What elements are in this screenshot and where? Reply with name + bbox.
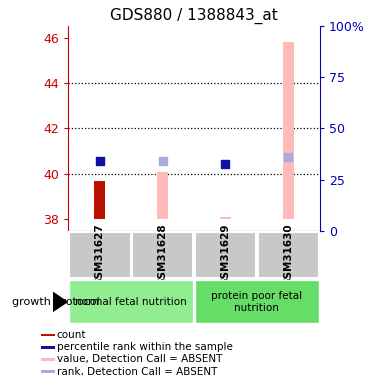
Point: [97, 158, 103, 164]
Text: count: count: [57, 330, 86, 340]
Text: growth protocol: growth protocol: [12, 297, 99, 307]
Text: protein poor fetal
nutrition: protein poor fetal nutrition: [211, 291, 303, 313]
Text: GSM31630: GSM31630: [284, 224, 293, 286]
Bar: [41, 346, 55, 348]
Text: percentile rank within the sample: percentile rank within the sample: [57, 342, 232, 352]
Point: [285, 154, 291, 160]
Bar: [69, 232, 131, 278]
Bar: [195, 280, 319, 324]
Text: rank, Detection Call = ABSENT: rank, Detection Call = ABSENT: [57, 367, 217, 375]
Text: normal fetal nutrition: normal fetal nutrition: [75, 297, 187, 307]
Bar: [195, 232, 256, 278]
Text: GSM31627: GSM31627: [95, 224, 105, 286]
Title: GDS880 / 1388843_at: GDS880 / 1388843_at: [110, 7, 278, 24]
Bar: [257, 232, 319, 278]
Bar: [41, 370, 55, 373]
Polygon shape: [53, 291, 68, 312]
Bar: [41, 358, 55, 361]
Bar: [283, 42, 294, 219]
Bar: [132, 232, 193, 278]
Point: [222, 160, 229, 166]
Text: GSM31628: GSM31628: [158, 224, 168, 286]
Point: [160, 158, 166, 164]
Bar: [220, 217, 231, 219]
Text: GSM31629: GSM31629: [220, 224, 230, 286]
Bar: [157, 172, 168, 219]
Bar: [94, 181, 105, 219]
Bar: [69, 280, 193, 324]
Text: value, Detection Call = ABSENT: value, Detection Call = ABSENT: [57, 354, 222, 364]
Bar: [41, 334, 55, 336]
